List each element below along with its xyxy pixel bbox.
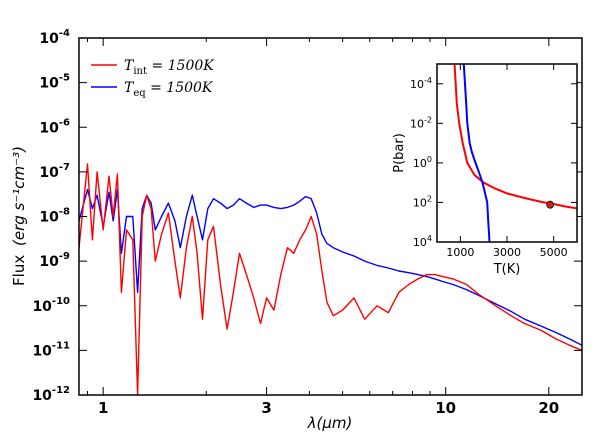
- inset-line-blue: [462, 64, 491, 242]
- y-tick-label: 10-12: [32, 385, 70, 404]
- y-tick-label: 10-7: [39, 162, 70, 181]
- inset-y-tick-label: 10-4: [410, 76, 432, 91]
- inset-y-tick-label: 104: [413, 234, 432, 249]
- y-tick-label: 10-8: [39, 207, 70, 226]
- y-axis-units: (erg s⁻¹cm⁻³): [10, 146, 28, 246]
- x-axis-title: λ(μm): [307, 414, 353, 432]
- inset-x-tick-label: 5000: [540, 246, 568, 259]
- inset-y-tick-label: 100: [413, 155, 432, 170]
- series-line-tint: [79, 163, 582, 395]
- inset-x-tick-label: 1000: [446, 246, 474, 259]
- legend-label-teq: Teq = 1500K: [124, 80, 214, 99]
- inset-y-tick-label: 102: [413, 194, 432, 209]
- y-tick-label: 10-10: [32, 296, 70, 315]
- legend: Tint = 1500K Teq = 1500K: [91, 58, 215, 99]
- legend-label-tint: Tint = 1500K: [124, 58, 215, 77]
- inset-series-group: [453, 64, 577, 242]
- y-tick-label: 10-11: [32, 340, 70, 359]
- y-tick-label: 10-5: [39, 73, 70, 92]
- inset-y-tick-label: 10-2: [410, 115, 432, 130]
- x-tick-label: 10: [435, 399, 456, 417]
- y-axis-title-group: Flux (erg s⁻¹cm⁻³): [10, 146, 28, 286]
- main-tick-group: 1 3 10 20 10-12 10-11 10-10 10-9 10-8 10-7 10-6 10-…: [32, 28, 582, 417]
- inset-x-tick-label: 3000: [493, 246, 521, 259]
- x-tick-label: 1: [98, 399, 108, 417]
- inset-background: [437, 64, 577, 242]
- y-tick-label: 10-4: [39, 28, 70, 47]
- x-tick-label: 20: [538, 399, 559, 417]
- svg-text:Flux (erg s⁻¹cm⁻³): Flux (erg s⁻¹cm⁻³): [10, 146, 28, 286]
- series-line-teq: [79, 188, 582, 346]
- y-tick-label: 10-9: [39, 251, 70, 270]
- inset-tick-group: 1000 3000 5000 10-4 10-2 100 102 104: [410, 64, 577, 259]
- main-series-group: [79, 163, 582, 395]
- inset-marker-point: [546, 200, 555, 209]
- y-tick-label: 10-6: [39, 117, 70, 136]
- inset-y-axis-title: P(bar): [392, 133, 407, 173]
- y-axis-title: Flux: [10, 255, 28, 286]
- inset-x-axis-title: T(K): [493, 262, 521, 277]
- x-tick-label: 3: [261, 399, 271, 417]
